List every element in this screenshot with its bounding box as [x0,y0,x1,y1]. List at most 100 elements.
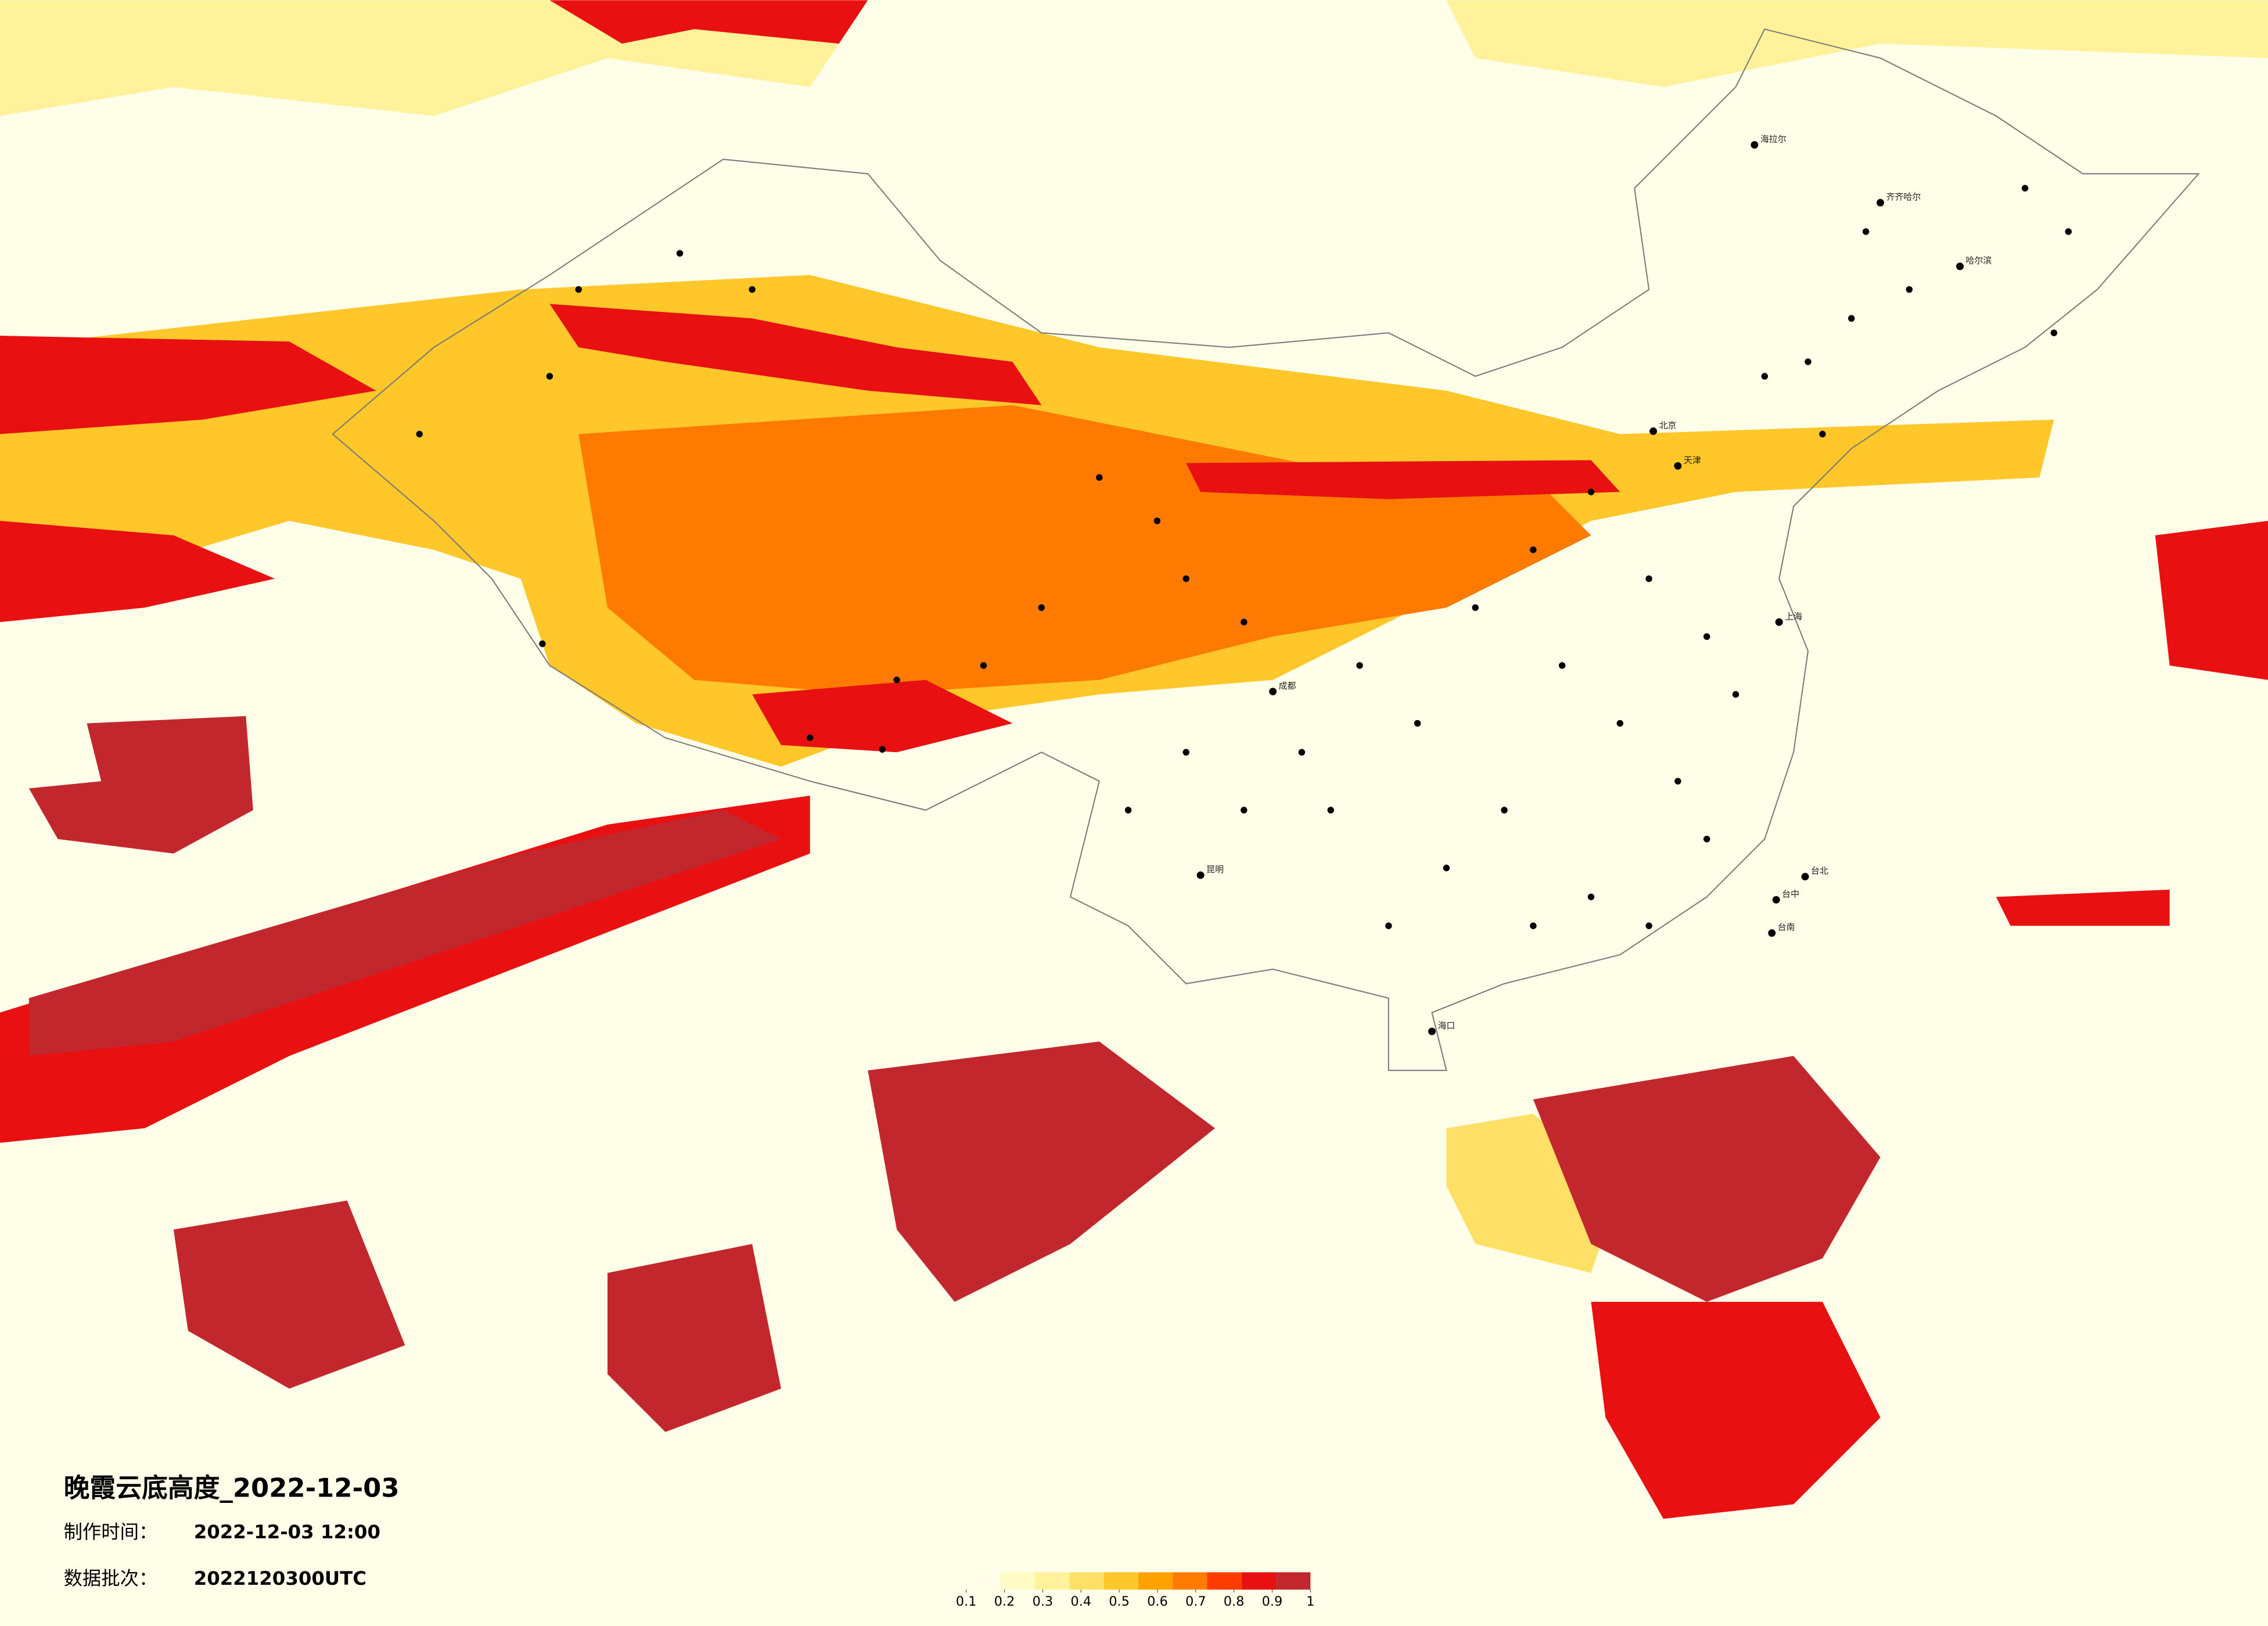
city-label: 海口 [1437,1020,1455,1031]
colorbar-swatch [1000,1572,1036,1590]
cloud-area [868,1041,1215,1302]
cloud-field [0,0,2268,1519]
city-dot [2050,329,2058,336]
colorbar-tick-label: 0.8 [1224,1594,1245,1609]
colorbar-tick-label: 0.1 [956,1594,977,1609]
city-dot [1269,688,1277,696]
city-label: 台中 [1782,888,1799,899]
city-dot [575,286,582,293]
city-dot [1428,1027,1436,1035]
city-label: 海拉尔 [1760,134,1787,144]
city-dot [1805,358,1811,365]
colorbar-tick-label: 0.4 [1070,1594,1091,1609]
colorbar-tick-label: 0.3 [1033,1594,1054,1609]
city-dot [1674,462,1682,470]
colorbar-swatch [1104,1572,1138,1590]
city-dot [1414,720,1421,727]
city-dot [1848,315,1855,322]
colorbar-swatch [1207,1572,1242,1590]
made-time: 2022-12-03 12:00 [194,1521,380,1543]
city-dot [539,640,546,647]
city-dot [1038,604,1045,611]
city-dot [1530,546,1537,553]
colorbar-swatch [1138,1572,1173,1590]
city-dot [1649,427,1658,436]
cloud-area [549,304,1042,405]
city-dot [1772,895,1780,904]
city-dot [1530,922,1537,929]
city-dot [1703,836,1710,843]
city-dot [980,662,987,669]
colorbar-swatch [1035,1572,1070,1590]
cloud-area [173,1200,405,1389]
city-dot [879,746,886,753]
city-dot [1775,618,1783,626]
batch-label: 数据批次： [64,1567,158,1589]
city-dot [1385,922,1392,929]
city-dot [2021,185,2029,192]
city-dot [1906,286,1913,293]
city-dot [1501,807,1508,814]
colorbar-swatch [1241,1572,1277,1590]
city-label: 上海 [1785,611,1802,621]
city-dot [1443,864,1450,872]
city-dot [1877,199,1885,207]
cloud-area [607,1244,781,1432]
city-dot [1761,373,1769,380]
city-label: 昆明 [1206,864,1224,875]
city-dot [1956,262,1964,271]
colorbar-swatch [966,1572,1001,1590]
city-dot [546,373,553,380]
city-dot [1124,807,1132,814]
city-label: 成都 [1279,681,1296,691]
colorbar-swatch [1276,1572,1311,1590]
city-dot [1819,430,1826,438]
colorbar-tick-label: 0.6 [1147,1594,1168,1609]
colorbar-tick-label: 0.7 [1185,1594,1206,1609]
city-label: 天津 [1684,455,1701,465]
city-label: 齐齐哈尔 [1886,192,1921,202]
city-dot [1241,807,1248,814]
city-dot [1587,893,1595,901]
city-dot [749,286,756,293]
city-dot [893,677,900,684]
colorbar-tick-label: 0.5 [1109,1594,1130,1609]
city-dot [1587,488,1595,495]
colorbar-swatch [1173,1572,1207,1590]
city-dot [1751,141,1759,149]
cloud-area [1996,889,2170,926]
colorbar-tick-label: 0.9 [1262,1594,1283,1609]
city-dot [1862,228,1870,235]
made-time-label: 制作时间： [64,1521,158,1543]
city-label: 台南 [1778,922,1795,933]
cloud-area [1186,460,1620,499]
city-label: 哈尔滨 [1965,256,1992,266]
city-dot [1472,604,1479,611]
city-dot [1298,749,1306,756]
city-dot [1645,922,1652,929]
map-title: 晚霞云底高度_2022-12-03 [64,1473,400,1503]
city-dot [1674,778,1681,785]
colorbar-swatch [1069,1572,1104,1590]
colorbar: 0.1 0.2 0.3 0.4 0.5 0.6 0.7 0.8 0.9 1 [956,1572,1314,1609]
cloud-area [0,520,275,623]
cloud-area [28,810,781,1056]
city-dot [806,734,814,742]
cloud-area [752,679,1013,753]
city-dot [1703,633,1710,640]
city-dot [1732,691,1739,698]
cloud-area [1533,1056,1881,1302]
cloud-area [0,336,376,434]
city-dot [1241,618,1248,625]
city-dot [1327,807,1334,814]
colorbar-tick-label: 1 [1306,1594,1314,1609]
cloud-area [549,0,868,44]
country-border [332,28,2200,1071]
city-dot [1801,873,1809,881]
city-dot [676,250,684,257]
cloud-area [2155,520,2268,680]
city-dot [2065,228,2072,235]
cloud-area [1446,0,2268,87]
